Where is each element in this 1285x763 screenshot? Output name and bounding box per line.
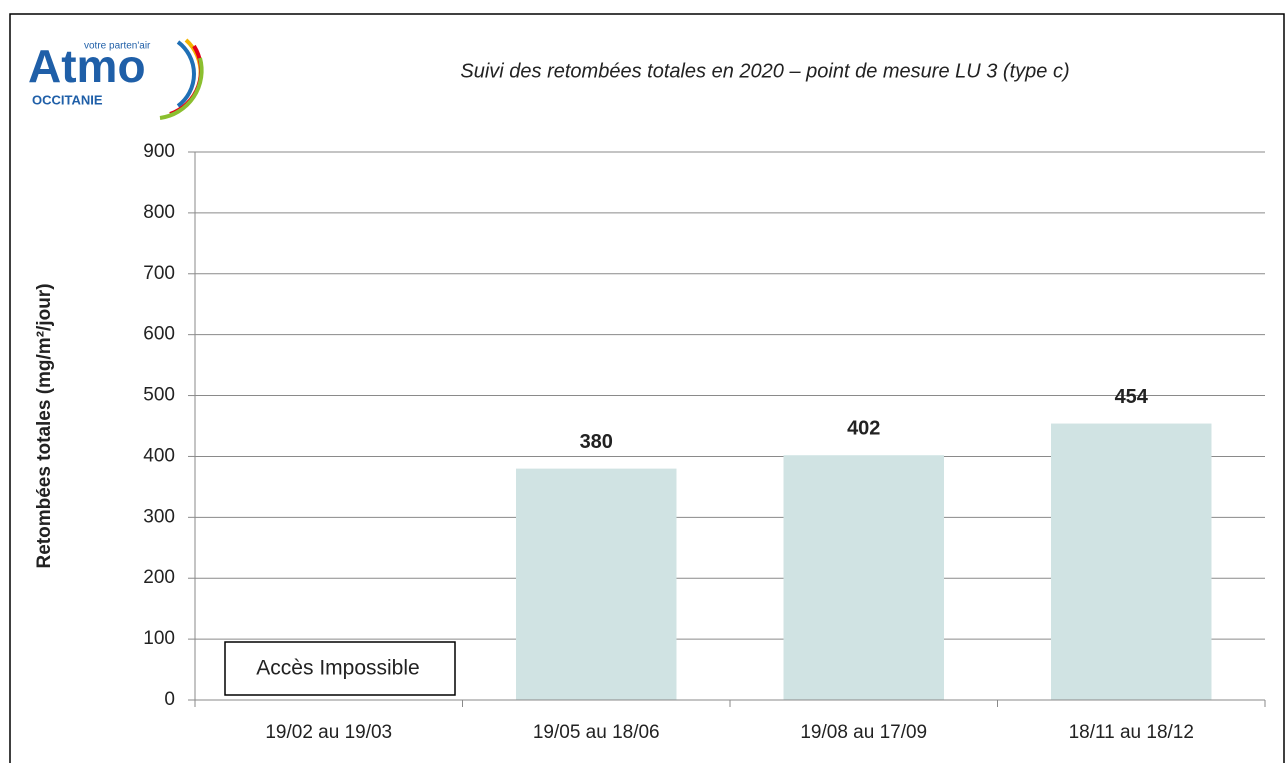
x-tick-label: 18/11 au 18/12 (1069, 722, 1194, 743)
logo-arc (176, 40, 196, 108)
logo-arc (159, 57, 204, 120)
annotation-box (224, 641, 456, 696)
y-tick-label: 600 (143, 324, 175, 345)
y-tick-label: 0 (164, 689, 175, 710)
annotation: Accès Impossible (256, 657, 419, 680)
y-tick-label: 300 (143, 506, 175, 527)
x-tick-label: 19/02 au 19/03 (265, 722, 392, 743)
y-tick-label: 900 (143, 141, 175, 162)
frame (9, 13, 1285, 763)
data-label: 454 (1115, 386, 1149, 408)
x-tick-label: 19/05 au 18/06 (533, 722, 660, 743)
x-tick-label: 19/08 au 17/09 (800, 722, 927, 743)
y-axis-label: Retombées totales (mg/m²/jour) (34, 283, 55, 568)
y-tick-label: 100 (143, 628, 175, 649)
logo-region: OCCITANIE (32, 92, 103, 107)
data-label: 402 (847, 418, 880, 440)
logo: Atmo votre parten'air OCCITANIE (28, 38, 204, 120)
y-tick-label: 200 (143, 567, 175, 588)
chart-title: Suivi des retombées totales en 2020 – po… (460, 60, 1069, 82)
y-tick-label: 400 (143, 445, 175, 466)
bar (1051, 423, 1212, 700)
bar (783, 455, 944, 700)
data-label: 380 (580, 431, 613, 453)
y-tick-label: 500 (143, 385, 175, 406)
y-tick-label: 800 (143, 202, 175, 223)
logo-tagline: votre parten'air (84, 41, 151, 52)
y-tick-label: 700 (143, 263, 175, 284)
bar (516, 468, 677, 700)
logo-name: Atmo (28, 40, 146, 92)
